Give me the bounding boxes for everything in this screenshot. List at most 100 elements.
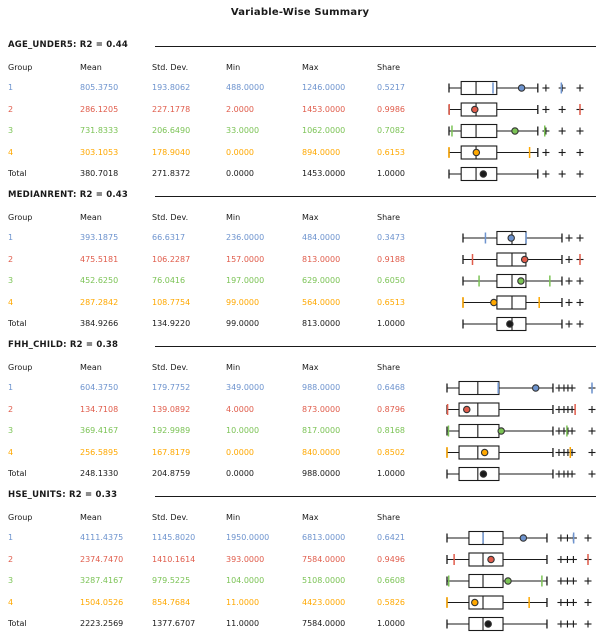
total-row: Total 380.7018 271.8372 0.0000 1453.0000 1.00… [0,168,600,180]
min-value: 157.0000 [226,254,265,264]
max-value: 7584.0000 [302,554,346,564]
total-mean-dot [479,470,488,478]
group-mean-dot [517,84,526,92]
share-value: 0.9496 [377,554,405,564]
variable-section: AGE_UNDER5: R2 = 0.44 Group Mean Std. Dev. M… [0,38,600,188]
std-dev-value: 1410.1614 [152,554,196,564]
column-header-min: Min [226,213,241,222]
mean-value: 134.7108 [80,404,119,414]
max-value: 988.0000 [302,469,341,478]
group-row: 1 393.1875 66.6317 236.0000 484.0000 0.3473 [0,232,600,244]
section-heading: FHH_CHILD: R2 = 0.38 [8,340,119,350]
column-header-share: Share [377,63,401,72]
group-label: Total [8,469,27,478]
group-label: 2 [8,404,14,414]
max-value: 1246.0000 [302,83,346,92]
column-header-std-dev-: Std. Dev. [152,63,189,72]
std-dev-value: 108.7754 [152,297,191,307]
column-header-group: Group [8,363,33,372]
group-mean-dot [511,127,519,135]
iqr-box [460,123,498,139]
min-value: 11.0000 [226,619,260,628]
group-mean-dot [517,277,525,285]
std-dev-value: 206.6490 [152,126,191,135]
min-value: 0.0000 [226,447,254,457]
max-value: 813.0000 [302,254,341,264]
max-value: 840.0000 [302,447,341,457]
share-value: 0.3473 [377,233,405,242]
column-header-row: Group Mean Std. Dev. Min Max Share [0,62,600,74]
share-value: 0.8796 [377,404,405,414]
iqr-box [458,445,500,460]
column-header-share: Share [377,213,401,222]
mean-value: 1504.0526 [80,597,124,607]
column-header-row: Group Mean Std. Dev. Min Max Share [0,212,600,224]
group-mean-dot [472,148,481,157]
mean-value: 384.9266 [80,319,119,328]
group-row: 1 604.3750 179.7752 349.0000 988.0000 0.6468 [0,382,600,394]
total-row: Total 248.1330 204.8759 0.0000 988.0000 1.000… [0,468,600,480]
section-divider-line [155,46,596,47]
min-value: 488.0000 [226,83,265,92]
max-value: 4423.0000 [302,597,346,607]
std-dev-value: 192.9989 [152,426,191,435]
column-header-mean: Mean [80,363,102,372]
std-dev-value: 139.0892 [152,404,191,414]
share-value: 0.8502 [377,447,405,457]
share-value: 0.6050 [377,276,405,285]
std-dev-value: 1377.6707 [152,619,196,628]
group-label: 3 [8,276,14,285]
mean-value: 604.3750 [80,383,119,392]
iqr-box [468,530,504,546]
column-header-row: Group Mean Std. Dev. Min Max Share [0,512,600,524]
group-label: 3 [8,126,14,135]
mean-value: 248.1330 [80,469,119,478]
iqr-box [458,380,500,396]
max-value: 1062.0000 [302,126,346,135]
total-mean-dot [506,320,514,328]
group-mean-dot [490,298,498,307]
variable-section: FHH_CHILD: R2 = 0.38 Group Mean Std. Dev. Mi… [0,338,600,488]
group-mean-dot [463,405,471,414]
max-value: 894.0000 [302,147,341,157]
share-value: 0.9986 [377,104,405,114]
page-title: Variable-Wise Summary [230,7,370,18]
column-header-mean: Mean [80,63,102,72]
std-dev-value: 193.8062 [152,83,191,92]
share-value: 1.0000 [377,169,405,178]
max-value: 6813.0000 [302,533,346,542]
min-value: 104.0000 [226,576,265,585]
group-row: 2 2374.7470 1410.1614 393.0000 7584.0000 0.94… [0,554,600,566]
group-row: 3 452.6250 76.0416 197.0000 629.0000 0.6050 [0,275,600,287]
group-label: 1 [8,233,14,242]
section-heading: AGE_UNDER5: R2 = 0.44 [8,40,128,50]
std-dev-value: 134.9220 [152,319,191,328]
max-value: 629.0000 [302,276,341,285]
column-header-max: Max [302,513,319,522]
iqr-box [468,552,504,567]
iqr-box [496,273,527,289]
min-value: 1950.0000 [226,533,270,542]
column-header-std-dev-: Std. Dev. [152,363,189,372]
std-dev-value: 76.0416 [152,276,186,285]
group-row: 3 3287.4167 979.5225 104.0000 5108.0000 0.660… [0,575,600,587]
column-header-mean: Mean [80,513,102,522]
share-value: 0.6608 [377,576,405,585]
group-row: 2 475.5181 106.2287 157.0000 813.0000 0.9188 [0,254,600,266]
iqr-box [496,295,527,310]
section-heading: HSE_UNITS: R2 = 0.33 [8,490,118,500]
max-value: 1453.0000 [302,169,346,178]
share-value: 1.0000 [377,469,405,478]
mean-value: 3287.4167 [80,576,124,585]
std-dev-value: 979.5225 [152,576,191,585]
std-dev-value: 854.7684 [152,597,191,607]
group-mean-dot [471,598,479,607]
group-mean-dot [487,555,495,564]
group-label: 2 [8,104,14,114]
mean-value: 452.6250 [80,276,119,285]
total-row: Total 2223.2569 1377.6707 11.0000 7584.0000 1… [0,618,600,630]
boxplot-panel [462,230,584,332]
std-dev-value: 1145.8020 [152,533,196,542]
group-row: 1 4111.4375 1145.8020 1950.0000 6813.0000 0.6… [0,532,600,544]
group-label: 1 [8,383,14,392]
